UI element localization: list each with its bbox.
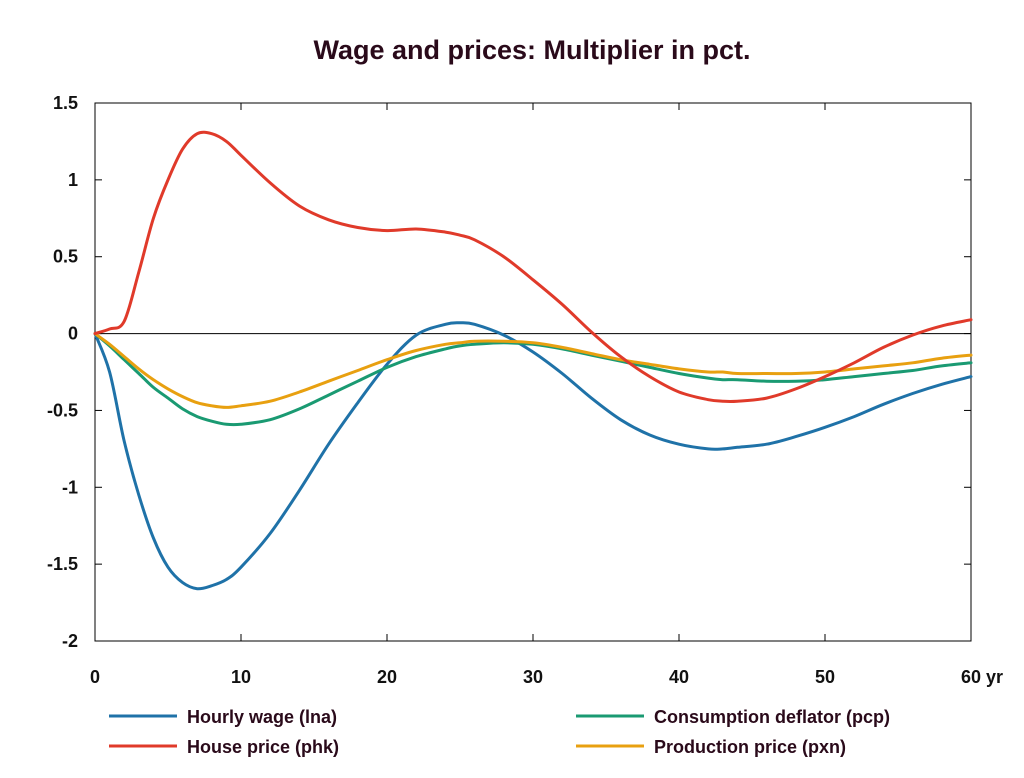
legend-label-consumption-deflator-pcp: Consumption deflator (pcp)	[654, 707, 890, 727]
x-tick-label: 40	[669, 667, 689, 687]
y-tick-label: -1.5	[47, 554, 78, 574]
y-tick-label: -1	[62, 477, 78, 497]
y-tick-label: -2	[62, 631, 78, 651]
series-line-house-price-phk	[93, 130, 973, 403]
y-tick-label: -0.5	[47, 400, 78, 420]
x-tick-label: 10	[231, 667, 251, 687]
legend: Hourly wage (lna) Consumption deflator (p…	[109, 707, 890, 757]
y-tick-label: 1.5	[53, 93, 78, 113]
y-tick-label: 0.5	[53, 247, 78, 267]
legend-label-hourly-wage-lna: Hourly wage (lna)	[187, 707, 337, 727]
y-tick-label: 1	[68, 170, 78, 190]
axes: -2 -1.5 -1 -0.5 0 0.5 1 1.5 0 10 20 30 40 50 60 yr	[47, 93, 1003, 687]
series-lines	[93, 130, 973, 591]
x-tick-label: 20	[377, 667, 397, 687]
chart-title: Wage and prices: Multiplier in pct.	[313, 35, 750, 65]
series-line-consumption-deflator-pcp	[93, 332, 973, 427]
x-tick-label: 60 yr	[961, 667, 1003, 687]
series-line-production-price-pxn	[93, 332, 973, 409]
x-tick-label: 30	[523, 667, 543, 687]
x-tick-label: 0	[90, 667, 100, 687]
legend-label-house-price-phk: House price (phk)	[187, 737, 339, 757]
y-tick-label: 0	[68, 324, 78, 344]
x-tick-label: 50	[815, 667, 835, 687]
legend-label-production-price-pxn: Production price (pxn)	[654, 737, 846, 757]
series-line-hourly-wage-lna	[93, 321, 973, 591]
